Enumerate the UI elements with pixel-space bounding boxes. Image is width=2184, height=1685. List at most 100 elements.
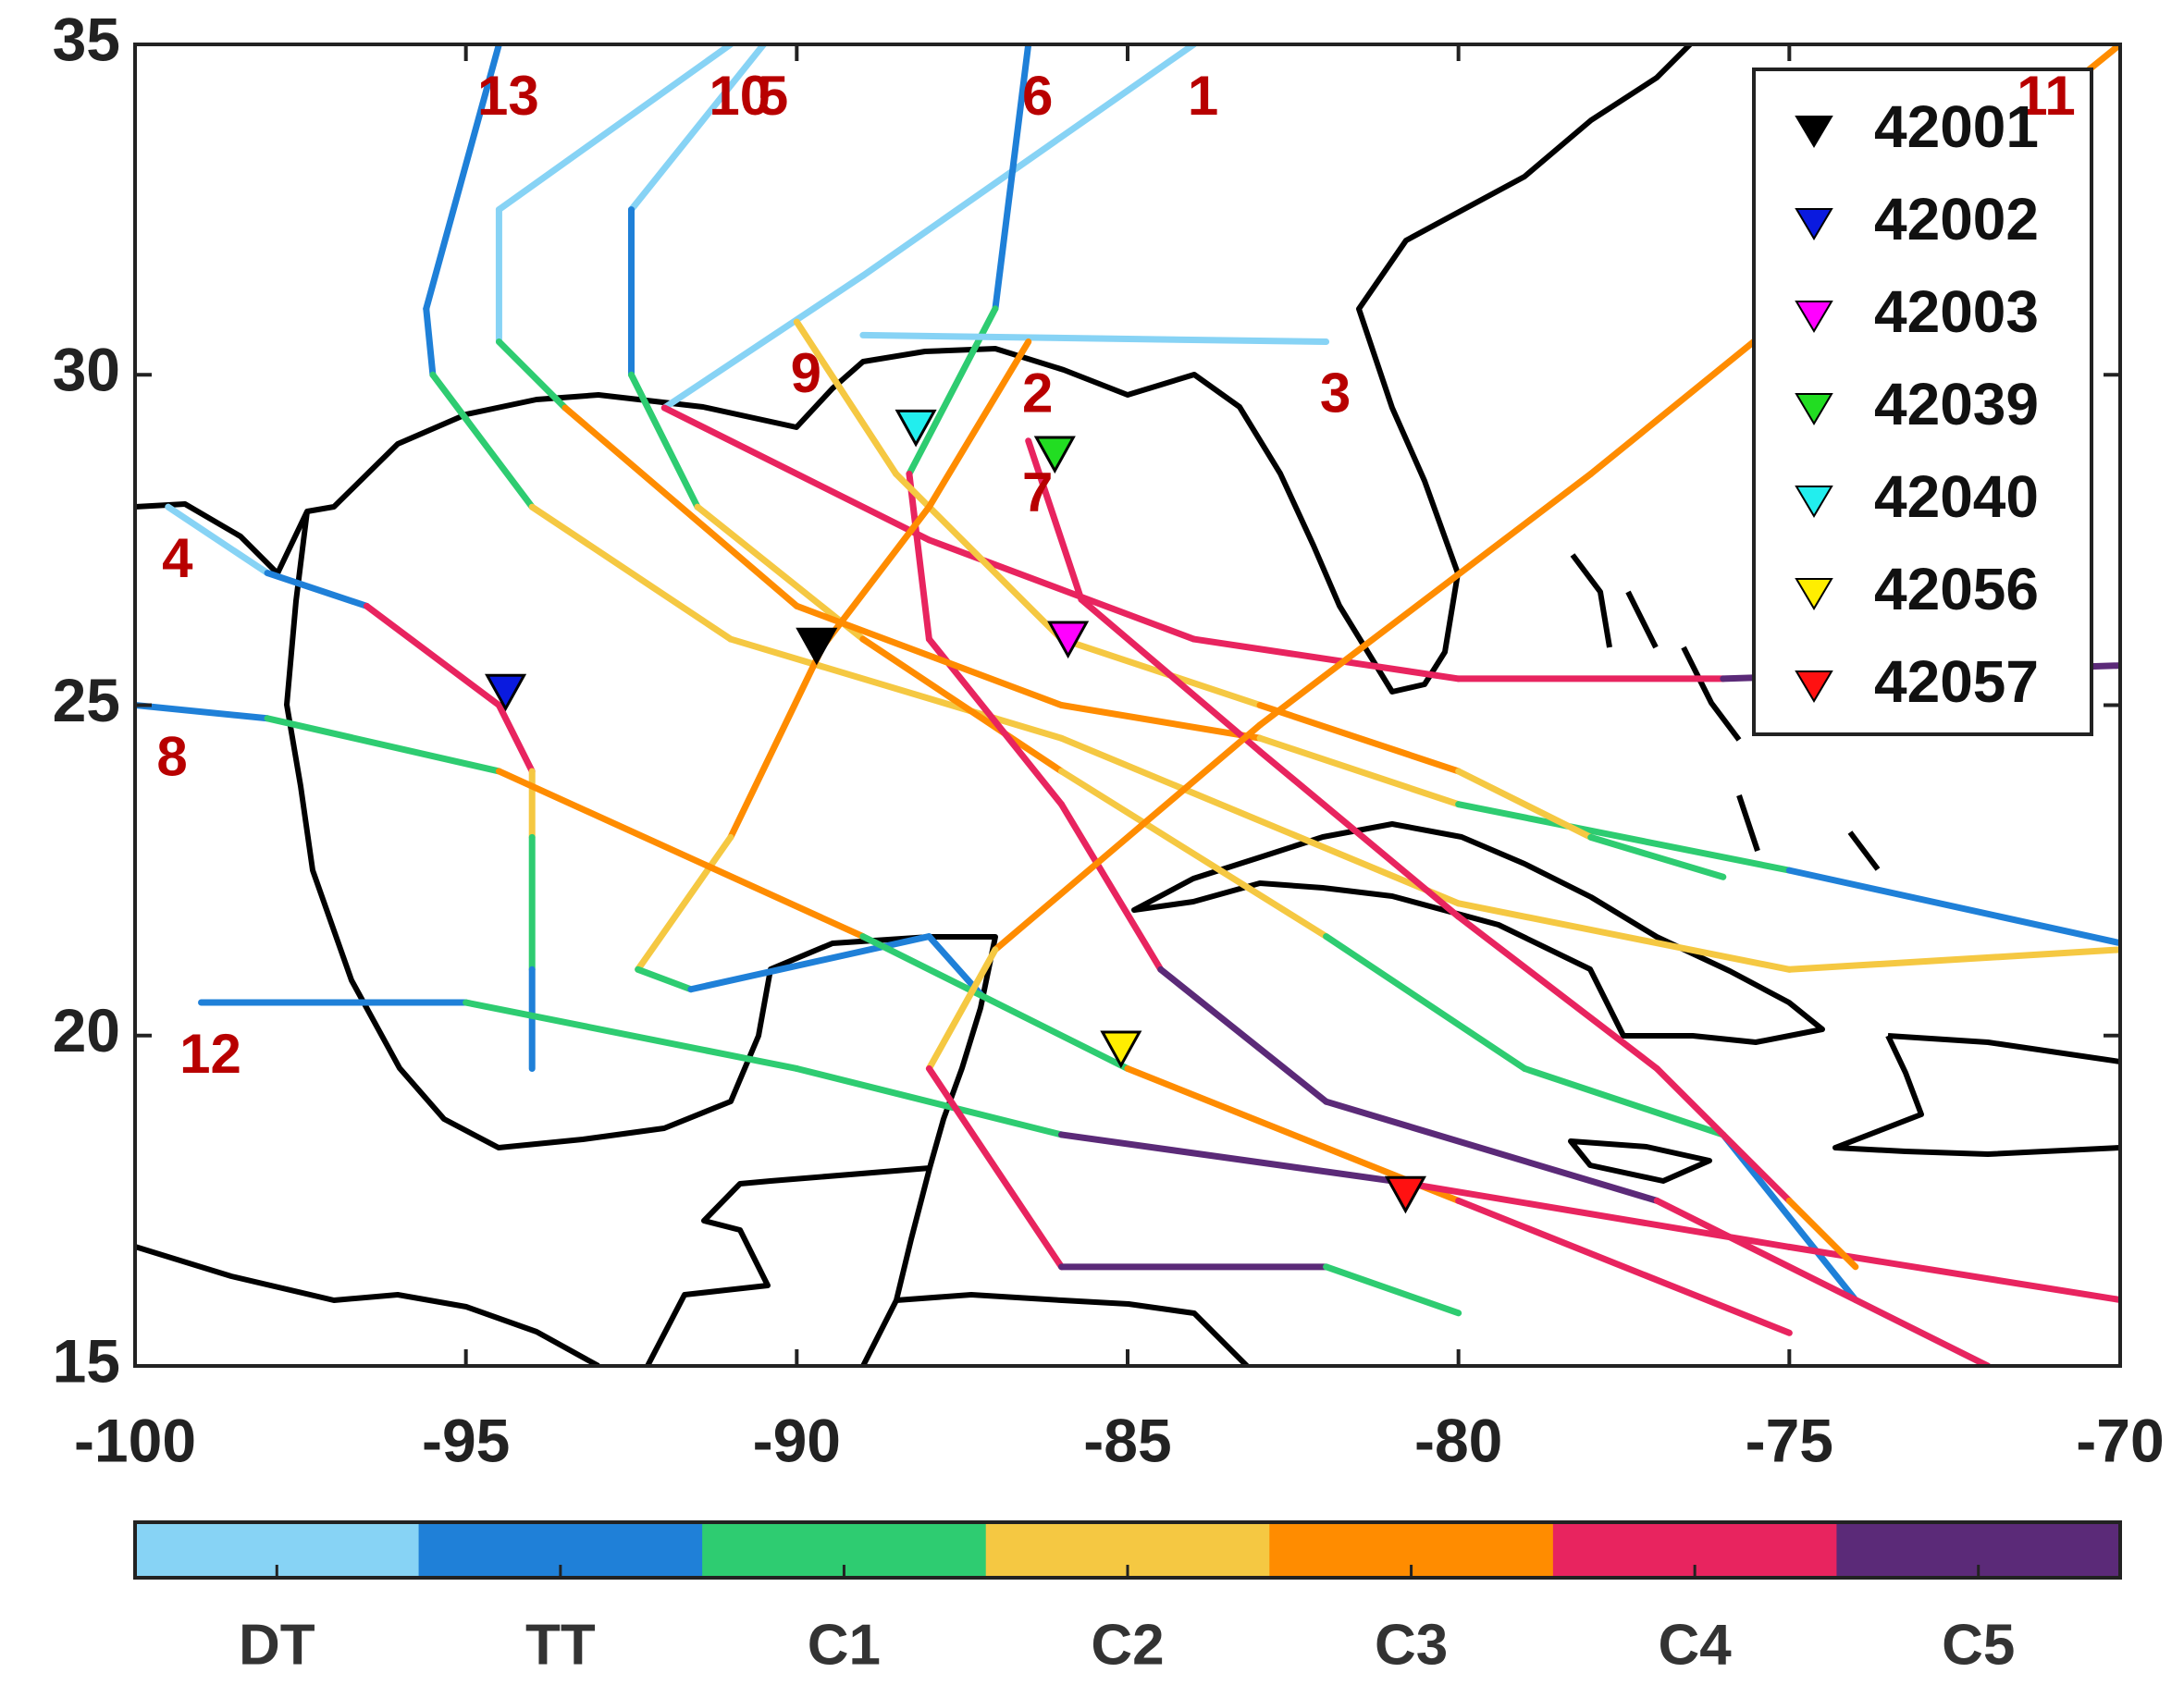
track-segment xyxy=(925,946,999,1072)
track-segment xyxy=(1256,734,1462,808)
track-label: 10 xyxy=(709,65,771,127)
track-segment xyxy=(906,470,932,643)
track-segment xyxy=(635,833,734,973)
track-segment xyxy=(893,470,1065,643)
buoy-marker xyxy=(895,409,937,448)
track-segment xyxy=(687,933,932,993)
legend-label: 42001 xyxy=(1874,93,2039,160)
track-segment xyxy=(1587,833,1727,880)
track-segment xyxy=(1323,1263,1462,1317)
track-segment xyxy=(528,503,734,643)
legend-label: 42040 xyxy=(1874,463,2039,530)
track-segment xyxy=(859,331,1330,346)
colorbar-label: C2 xyxy=(1091,1613,1164,1677)
track-segment xyxy=(793,318,900,477)
track-segment xyxy=(423,44,502,313)
y-tick-label: 15 xyxy=(53,1326,120,1395)
colorbar-label: C1 xyxy=(808,1613,881,1677)
track-label: 3 xyxy=(1320,362,1351,424)
x-tick-label: -70 xyxy=(2076,1406,2164,1474)
track-segment xyxy=(925,338,1032,510)
track-segment xyxy=(423,305,437,378)
track-segment xyxy=(660,272,867,412)
track-segment xyxy=(463,999,800,1072)
track-segment xyxy=(635,965,695,993)
track-segment xyxy=(859,44,1198,279)
track-segment xyxy=(1157,965,1330,1105)
legend-marker xyxy=(1795,486,1833,518)
track-segment xyxy=(561,404,800,609)
track-segment xyxy=(1785,1197,1859,1271)
track-label: 5 xyxy=(758,65,788,127)
legend-label: 42039 xyxy=(1874,371,2039,437)
buoy-marker xyxy=(796,627,838,666)
central-america-coast xyxy=(135,1244,1250,1366)
jamaica xyxy=(1568,1138,1712,1184)
track-segment xyxy=(925,1064,1065,1271)
colorbar-label: C4 xyxy=(1659,1613,1733,1677)
buoy-marker xyxy=(485,673,527,712)
us-coast xyxy=(135,44,1693,695)
buoy-marker xyxy=(1047,621,1090,659)
border xyxy=(645,1165,931,1366)
track-segment xyxy=(135,702,271,722)
track-label: 11 xyxy=(2017,65,2075,127)
legend-label: 42003 xyxy=(1874,278,2039,345)
track-segment xyxy=(1521,1064,1727,1138)
bahamas xyxy=(1570,553,1881,871)
track-segment xyxy=(264,570,370,609)
legend-marker xyxy=(1795,301,1833,333)
track-segment xyxy=(1785,867,2120,947)
track-segment xyxy=(1256,470,1595,729)
track-segment xyxy=(495,338,569,412)
track-label: 9 xyxy=(791,342,821,404)
legend-label: 42057 xyxy=(1874,648,2039,715)
track-segment xyxy=(1078,596,1264,756)
buoy-marker xyxy=(1033,436,1076,474)
legend-marker xyxy=(1795,670,1833,703)
y-tick-label: 20 xyxy=(53,996,120,1064)
track-segment xyxy=(660,404,932,544)
track-segment xyxy=(1455,1197,1793,1336)
track-segment xyxy=(495,702,536,775)
colorbar-label: C5 xyxy=(1942,1613,2015,1677)
track-segment xyxy=(925,536,1198,643)
track-segment xyxy=(495,768,867,941)
hispaniola xyxy=(1832,1033,2120,1157)
coastlines xyxy=(135,44,2120,1366)
legend-marker xyxy=(1795,116,1833,148)
track-segment xyxy=(1720,1131,1859,1304)
track-segment xyxy=(1455,768,1595,841)
track-segment xyxy=(1323,933,1528,1072)
x-tick-label: -80 xyxy=(1414,1406,1502,1474)
track-label: 2 xyxy=(1022,362,1053,424)
legend-marker xyxy=(1795,208,1833,240)
track-segment xyxy=(628,44,768,214)
track-label: 13 xyxy=(477,65,539,127)
colorbar-label: C3 xyxy=(1375,1613,1448,1677)
track-segment xyxy=(1785,946,2120,973)
track-segment xyxy=(1653,1197,1992,1366)
colorbar-label: TT xyxy=(525,1613,596,1677)
track-segment xyxy=(1057,801,1165,973)
x-tick-label: -75 xyxy=(1746,1406,1833,1474)
track-segment xyxy=(165,503,271,577)
buoy-marker xyxy=(1384,1175,1426,1214)
track-segment xyxy=(859,933,1131,1072)
track-segment xyxy=(992,721,1264,953)
track-label: 1 xyxy=(1188,65,1218,127)
y-tick-label: 30 xyxy=(53,336,120,404)
x-tick-label: -90 xyxy=(753,1406,841,1474)
track-segment xyxy=(727,635,1065,742)
track-segment xyxy=(1256,702,1462,775)
track-segment xyxy=(1191,635,1462,683)
legend-marker xyxy=(1795,578,1833,610)
track-segment xyxy=(820,503,932,649)
track-segment xyxy=(628,371,701,510)
y-tick-label: 25 xyxy=(53,666,120,734)
track-segment xyxy=(992,44,1032,313)
track-segment xyxy=(793,1064,1065,1138)
track-segment xyxy=(1388,1177,1793,1250)
x-tick-label: -85 xyxy=(1083,1406,1171,1474)
